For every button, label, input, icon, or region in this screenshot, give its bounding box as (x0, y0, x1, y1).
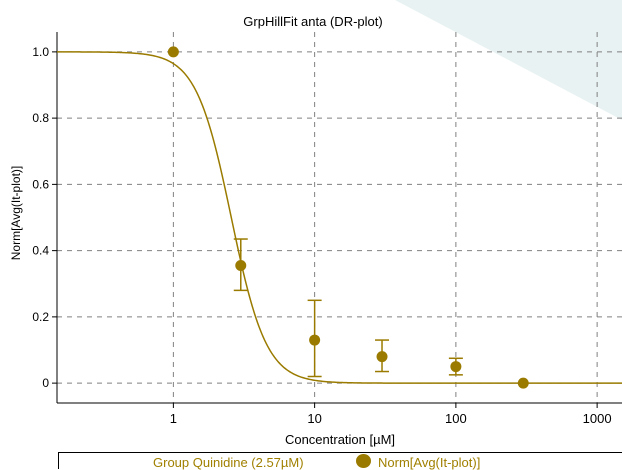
fit-curve (57, 51, 622, 384)
dose-response-chart: GrpHillFit anta (DR-plot) 1 10 100 1000 0 0.2… (9, 14, 622, 447)
legend-fit-label: Group Quinidine (2.57µM) (153, 455, 304, 470)
tick-labels: 1 10 100 1000 0 0.2 0.4 0.6 0.8 1.0 (32, 45, 611, 426)
chart-title: GrpHillFit anta (DR-plot) (243, 14, 382, 29)
x-tick-label-1: 10 (307, 411, 321, 426)
y-tick-label-1: 0.2 (32, 310, 49, 324)
x-tick-label-0: 1 (170, 411, 177, 426)
data-points-layer (167, 46, 529, 389)
y-tick-label-0: 0 (42, 376, 49, 390)
legend-series-label: Norm[Avg(It-plot)] (378, 455, 481, 470)
data-point-4 (450, 361, 462, 373)
data-point-2 (309, 334, 321, 346)
x-tick-label-3: 1000 (583, 411, 612, 426)
x-axis-label: Concentration [µM] (285, 432, 395, 447)
legend-point-marker (356, 454, 371, 468)
y-tick-label-3: 0.6 (32, 177, 49, 191)
axes (56, 32, 622, 404)
data-point-0 (167, 46, 179, 58)
data-point-5 (517, 377, 529, 389)
y-tick-label-5: 1.0 (32, 45, 49, 59)
x-tick-label-2: 100 (445, 411, 467, 426)
chart-legend: Group Quinidine (2.57µM) Norm[Avg(It-plo… (58, 452, 622, 470)
y-axis-label: Norm[Avg(It-plot)] (9, 166, 23, 260)
data-point-3 (376, 351, 388, 363)
fit-curve-layer (57, 51, 622, 384)
y-tick-label-2: 0.4 (32, 244, 49, 258)
background-wedge-shape (395, 0, 622, 120)
grid-lines (57, 32, 622, 403)
data-point-1 (235, 260, 247, 272)
y-tick-label-4: 0.8 (32, 111, 49, 125)
